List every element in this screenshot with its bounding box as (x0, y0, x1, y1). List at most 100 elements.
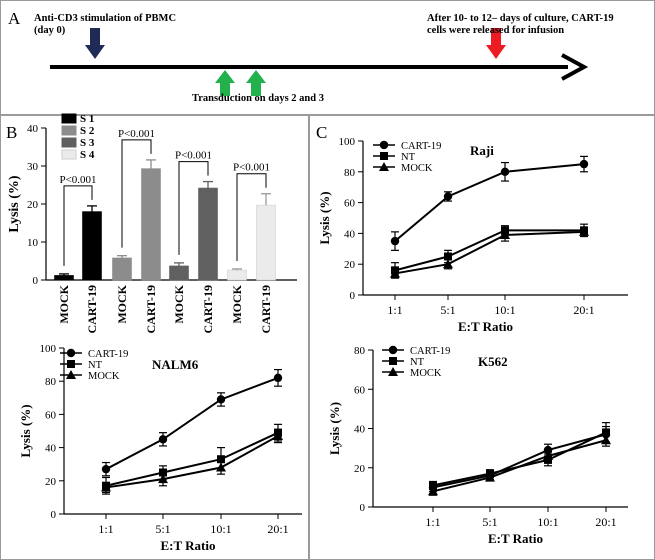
data-point (158, 474, 168, 484)
legend-swatch (61, 125, 77, 136)
bar-y-tick-label: 30 (27, 161, 39, 173)
start-marker-arrow (85, 28, 105, 59)
y-tick-label: 40 (354, 424, 366, 436)
bar-y-tick-label: 40 (27, 123, 39, 135)
x-tick-label: 5:1 (155, 522, 170, 536)
legend-marker (379, 162, 389, 171)
data-point (158, 435, 168, 444)
start-text-line2: (day 0) (34, 25, 66, 36)
timeline-arrowhead (561, 53, 589, 81)
legend-marker (66, 348, 76, 358)
bar (141, 168, 161, 281)
chart-title: Raji (470, 143, 494, 158)
data-point (101, 464, 111, 474)
bar-category-label: MOCK (115, 284, 129, 323)
end-arrow-head (486, 45, 506, 59)
bar-category-label: MOCK (57, 284, 71, 323)
data-point (390, 268, 400, 278)
y-axis-label: Lysis (%) (317, 191, 332, 244)
line-chart-raji: 0 20 40 60 80 100 1:1 5:1 10:1 20:1 E:T Ratio Lysis… (317, 136, 628, 334)
y-tick-label: 100 (339, 136, 356, 148)
data-point (543, 450, 553, 460)
legend-label: CART-19 (88, 349, 128, 360)
chart-title: K562 (478, 354, 508, 369)
series-line (432, 433, 607, 489)
bar-category-label: CART-19 (259, 285, 273, 333)
timeline: Anti-CD3 stimulation of PBMC (day 0) Aft… (34, 13, 614, 104)
y-tick-label: 60 (354, 384, 366, 396)
p-value-label: P<0.001 (175, 150, 212, 162)
data-point (500, 229, 510, 239)
x-tick-label: 5:1 (440, 303, 455, 317)
transduction-arrow-1-head (215, 70, 235, 83)
y-tick-label: 20 (344, 259, 356, 271)
y-axis-label: Lysis (%) (327, 402, 342, 455)
data-point (443, 259, 453, 269)
y-tick-label: 80 (354, 345, 366, 357)
bar-category-label: CART-19 (201, 285, 215, 333)
legend-marker (380, 152, 388, 160)
start-text-line1: Anti-CD3 stimulation of PBMC (34, 13, 176, 24)
bar (256, 204, 276, 281)
legend-marker (388, 367, 398, 376)
data-point (602, 428, 610, 437)
x-tick-label: 1:1 (98, 522, 113, 536)
legend-swatch (61, 137, 77, 148)
significance-bracket (236, 173, 267, 261)
series-line (394, 229, 584, 272)
panel-a-letter: A (8, 9, 21, 28)
y-tick-label: 80 (45, 376, 57, 388)
bar-y-tick-label: 0 (33, 275, 39, 287)
legend-label: NT (410, 357, 425, 368)
line-chart-k562: 0 20 40 60 80 1:1 5:1 10:1 20:1 E:T Ratio Lysis (%… (327, 345, 628, 546)
end-marker-arrow (486, 28, 506, 59)
data-point (429, 481, 437, 490)
y-tick-label: 100 (40, 343, 57, 355)
end-text-line2: cells were released for infusion (427, 25, 564, 36)
data-point (390, 236, 400, 246)
transduction-arrow-1-shaft (220, 82, 230, 96)
transduction-arrow-1 (215, 70, 235, 96)
y-tick-label: 40 (45, 443, 57, 455)
start-arrow-shaft (90, 28, 100, 48)
legend-label: S 2 (80, 125, 95, 137)
series-line (394, 230, 585, 275)
data-point (428, 486, 438, 496)
x-axis-label: E:T Ratio (488, 531, 543, 546)
legend-marker (66, 370, 76, 379)
legend-marker (379, 140, 389, 150)
legend-marker (388, 345, 398, 355)
series-line (394, 163, 585, 242)
data-point (485, 472, 495, 482)
bar (82, 211, 102, 281)
legend-label: MOCK (410, 368, 442, 379)
legend-swatch (61, 113, 77, 124)
bar (112, 257, 132, 281)
transduction-arrow-2 (246, 70, 266, 96)
y-tick-label: 40 (344, 228, 356, 240)
legend-label: NT (401, 152, 416, 163)
bar-category-label: CART-19 (144, 285, 158, 333)
significance-bracket (178, 161, 209, 255)
x-axis-label: E:T Ratio (458, 319, 513, 334)
series-line (432, 439, 607, 493)
end-arrow-shaft (491, 28, 501, 48)
legend-marker (389, 357, 397, 365)
end-text-line1: After 10- to 12– days of culture, CART-1… (427, 13, 614, 24)
data-point (273, 373, 283, 383)
data-point (217, 455, 225, 464)
transduction-arrow-2-shaft (251, 82, 261, 96)
bar-category-label: MOCK (230, 284, 244, 323)
panel-c-frame (309, 115, 655, 560)
series-line (105, 435, 279, 489)
data-point (601, 435, 611, 445)
x-tick-label: 10:1 (537, 515, 558, 529)
x-axis-label: E:T Ratio (160, 538, 215, 553)
y-tick-label: 0 (360, 502, 366, 514)
bar (54, 275, 74, 281)
y-tick-label: 20 (45, 476, 57, 488)
line-chart-nalm6: 0 20 40 60 80 100 1:1 5:1 10:1 20:1 E:T Ratio Lysis… (18, 343, 302, 553)
bar-chart-lysis: 0 10 20 30 40 Lysis (%) MOCK CART-19 MOCK CART-19… (7, 113, 297, 333)
p-value-label: P<0.001 (59, 174, 96, 186)
